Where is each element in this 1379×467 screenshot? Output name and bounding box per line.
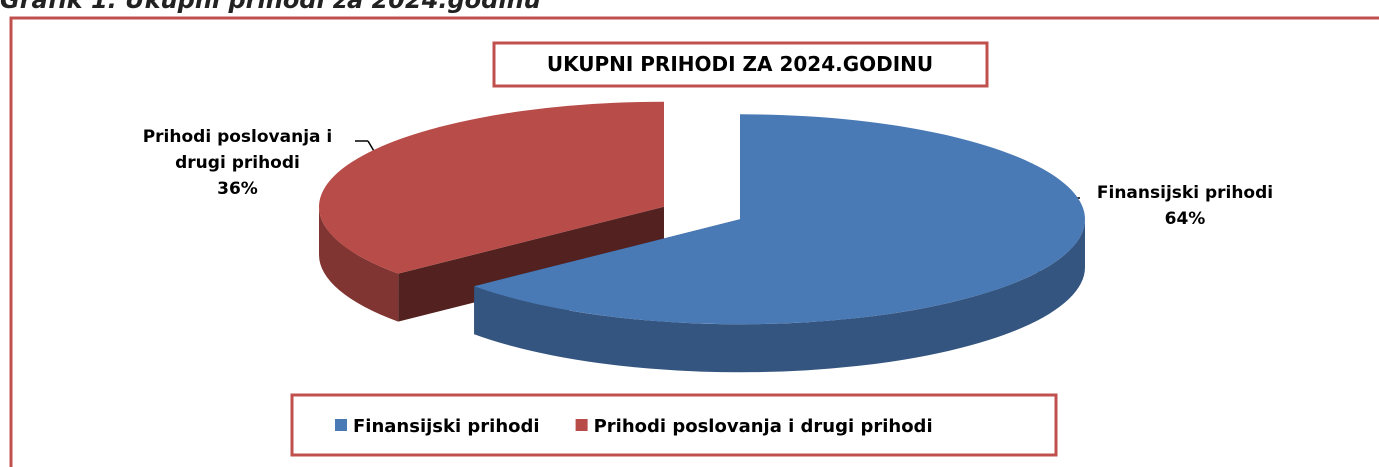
legend-box [290,393,1058,457]
chart-title: UKUPNI PRIHODI ZA 2024.GODINU [547,52,933,76]
slice-top [318,101,664,274]
legend-label: Finansijski prihodi [353,416,540,437]
legend-swatch [575,419,588,431]
slice-label-value: 36% [217,179,258,199]
slice-cut-face [398,206,664,322]
slice [318,101,664,322]
chart-caption: Grafik 1. Ukupni prihodi za 2024.godinu [0,0,541,14]
slice-label: Finansijski prihodi 64% [1080,180,1290,232]
legend-label: Prihodi poslovanja i drugi prihodi [594,416,933,437]
slice-label-value: 64% [1164,209,1206,229]
chart-frame [9,16,1379,467]
slice-wall [474,219,1086,373]
slice-wall [318,206,399,322]
slice-label-name: Finansijski prihodi [1096,183,1274,203]
legend-swatch [335,419,347,431]
slice-label-name: Prihodi poslovanja i drugi prihodi [142,127,333,173]
slice [474,114,1086,373]
title-box [492,41,989,88]
slice-top [474,114,1086,325]
slice-label: Prihodi poslovanja i drugi prihodi 36% [115,124,360,202]
